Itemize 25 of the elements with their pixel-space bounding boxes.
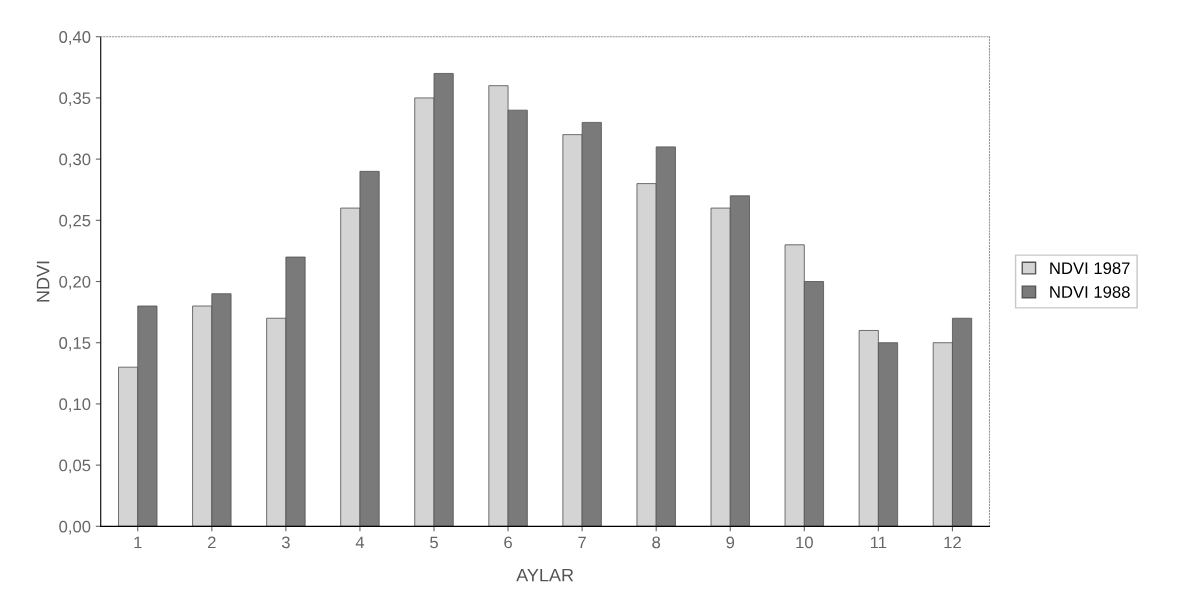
- y-tick-label: 0,25: [59, 214, 91, 229]
- legend-label: NDVI 1987: [1050, 262, 1130, 275]
- y-tick-label: 0,05: [59, 459, 91, 474]
- y-tick-label: 0,20: [59, 275, 91, 290]
- x-tick-label: 2: [208, 536, 216, 549]
- x-tick-label: 3: [281, 536, 290, 549]
- x-tick-label: 7: [578, 536, 586, 549]
- y-tick-label: 0,15: [59, 337, 91, 351]
- x-tick-label: 4: [355, 536, 365, 549]
- x-tick-label: 6: [504, 536, 512, 549]
- x-tick-label: 5: [430, 536, 438, 549]
- x-axis-title: AYLAR: [516, 568, 574, 582]
- x-tick-label: 12: [944, 536, 961, 549]
- x-tick-label: 10: [796, 536, 813, 549]
- y-tick-label: 0,40: [59, 31, 91, 45]
- y-tick-label: 0,30: [59, 153, 91, 168]
- legend-label: NDVI 1988: [1050, 286, 1130, 298]
- x-tick-label: 8: [652, 536, 661, 549]
- x-tick-label: 9: [726, 536, 735, 549]
- x-tick-label: 1: [134, 536, 142, 549]
- y-tick-label: 0,10: [59, 398, 91, 413]
- y-axis-title: NDVI: [36, 261, 50, 302]
- y-tick-label: 0,00: [59, 520, 91, 535]
- x-tick-label: 11: [871, 536, 887, 549]
- y-tick-label: 0,35: [59, 92, 91, 107]
